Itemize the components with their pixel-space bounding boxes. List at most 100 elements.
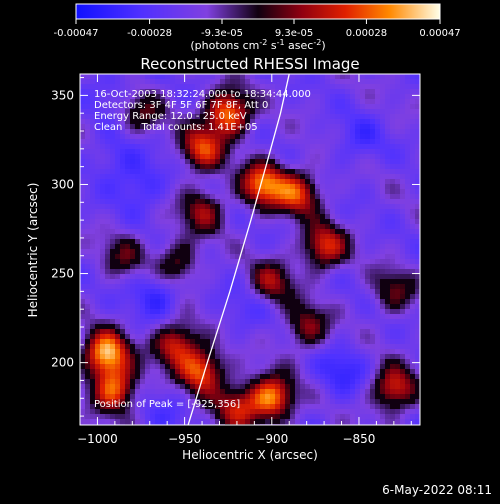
heatmap-cell: [140, 99, 146, 105]
heatmap-cell: [385, 154, 391, 160]
heatmap-cell: [275, 369, 281, 375]
heatmap-cell: [405, 174, 411, 180]
heatmap-cell: [390, 409, 396, 415]
heatmap-cell: [140, 344, 146, 350]
heatmap-cell: [90, 219, 96, 225]
heatmap-cell: [110, 149, 116, 155]
heatmap-cell: [275, 274, 281, 280]
heatmap-cell: [225, 74, 231, 80]
heatmap-cell: [270, 249, 276, 255]
heatmap-cell: [215, 414, 221, 420]
heatmap-cell: [345, 144, 351, 150]
heatmap-cell: [110, 329, 116, 335]
heatmap-cell: [110, 244, 116, 250]
heatmap-cell: [395, 164, 401, 170]
heatmap-cell: [220, 89, 226, 95]
heatmap-cell: [375, 389, 381, 395]
heatmap-cell: [355, 319, 361, 325]
heatmap-cell: [80, 199, 86, 205]
heatmap-cell: [235, 124, 241, 130]
heatmap-cell: [325, 319, 331, 325]
heatmap-cell: [275, 314, 281, 320]
heatmap-cell: [285, 169, 291, 175]
heatmap-cell: [305, 189, 311, 195]
heatmap-cell: [315, 154, 321, 160]
heatmap-cell: [295, 159, 301, 165]
heatmap-cell: [395, 214, 401, 220]
heatmap-cell: [320, 279, 326, 285]
heatmap-cell: [300, 379, 306, 385]
heatmap-cell: [180, 409, 186, 415]
heatmap-cell: [260, 294, 266, 300]
heatmap-cell: [410, 319, 416, 325]
heatmap-cell: [380, 329, 386, 335]
heatmap-cell: [370, 94, 376, 100]
heatmap-cell: [180, 99, 186, 105]
heatmap-cell: [335, 114, 341, 120]
heatmap-cell: [255, 124, 261, 130]
heatmap-cell: [255, 154, 261, 160]
heatmap-cell: [160, 119, 166, 125]
heatmap-cell: [210, 339, 216, 345]
heatmap-cell: [345, 199, 351, 205]
heatmap-cell: [110, 229, 116, 235]
heatmap-cell: [390, 419, 396, 425]
heatmap-cell: [345, 289, 351, 295]
heatmap-cell: [315, 394, 321, 400]
heatmap-cell: [120, 404, 126, 410]
heatmap-cell: [100, 329, 106, 335]
heatmap-cell: [330, 169, 336, 175]
heatmap-cell: [240, 284, 246, 290]
heatmap-cell: [90, 124, 96, 130]
heatmap-cell: [350, 359, 356, 365]
heatmap-cell: [125, 129, 131, 135]
heatmap-cell: [320, 124, 326, 130]
heatmap-cell: [150, 404, 156, 410]
heatmap-cell: [185, 224, 191, 230]
heatmap-cell: [90, 214, 96, 220]
heatmap-cell: [400, 164, 406, 170]
heatmap-cell: [225, 269, 231, 275]
heatmap-cell: [395, 374, 401, 380]
heatmap-cell: [210, 224, 216, 230]
heatmap-cell: [120, 94, 126, 100]
heatmap-cell: [255, 394, 261, 400]
heatmap-cell: [205, 244, 211, 250]
heatmap-cell: [245, 269, 251, 275]
heatmap-cell: [380, 394, 386, 400]
heatmap-cell: [235, 309, 241, 315]
heatmap-cell: [255, 219, 261, 225]
heatmap-cell: [85, 109, 91, 115]
heatmap-cell: [80, 414, 86, 420]
heatmap-cell: [305, 99, 311, 105]
heatmap-cell: [375, 134, 381, 140]
heatmap-cell: [95, 349, 101, 355]
heatmap-cell: [120, 104, 126, 110]
heatmap-cell: [95, 244, 101, 250]
heatmap-cell: [165, 359, 171, 365]
heatmap-cell: [325, 249, 331, 255]
heatmap-cell: [220, 394, 226, 400]
heatmap-cell: [335, 394, 341, 400]
heatmap-cell: [80, 204, 86, 210]
heatmap-cell: [370, 129, 376, 135]
heatmap-cell: [145, 414, 151, 420]
heatmap-cell: [185, 209, 191, 215]
heatmap-cell: [285, 74, 291, 80]
heatmap-cell: [305, 394, 311, 400]
heatmap-cell: [205, 259, 211, 265]
heatmap-cell: [375, 259, 381, 265]
heatmap-cell: [210, 214, 216, 220]
heatmap-cell: [330, 339, 336, 345]
heatmap-cell: [290, 264, 296, 270]
heatmap-cell: [95, 294, 101, 300]
heatmap-cell: [405, 84, 411, 90]
heatmap-cell: [225, 404, 231, 410]
heatmap-cell: [350, 224, 356, 230]
heatmap-cell: [230, 419, 236, 425]
heatmap-cell: [200, 259, 206, 265]
heatmap-cell: [100, 349, 106, 355]
heatmap-cell: [395, 369, 401, 375]
heatmap-cell: [355, 374, 361, 380]
heatmap-cell: [115, 229, 121, 235]
